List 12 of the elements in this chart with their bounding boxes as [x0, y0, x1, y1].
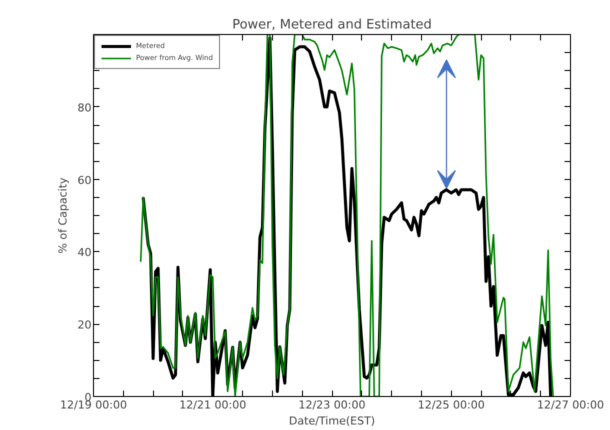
x-tick-label: 12/23 00:00 [298, 398, 366, 412]
y-tick-label: 80 [78, 101, 92, 114]
x-tick-label: 12/19 00:00 [60, 398, 127, 412]
y-tick-label: 40 [78, 246, 92, 260]
y-tick-label: 20 [78, 318, 92, 332]
chart-title: Power, Metered and Estimated [232, 18, 432, 32]
x-tick-label: 12/27 00:00 [537, 398, 604, 412]
x-axis-title: Date/Time(EST) [288, 414, 376, 428]
y-tick-label: 60 [78, 174, 92, 187]
x-tick-label: 12/21 00:00 [179, 398, 246, 412]
y-axis-title: % of Capacity [56, 176, 70, 254]
x-tick-label: 12/25 00:00 [418, 398, 485, 412]
